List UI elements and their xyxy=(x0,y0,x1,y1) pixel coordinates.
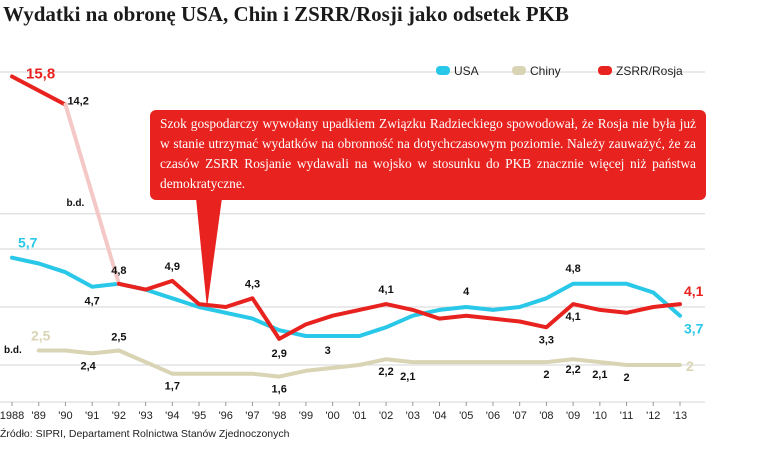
data-label: 2 xyxy=(623,372,629,384)
x-tick-label: '02 xyxy=(379,410,393,422)
x-tick-label: '08 xyxy=(539,410,553,422)
x-tick-label: '93 xyxy=(138,410,152,422)
legend-swatch xyxy=(512,66,526,75)
series-line-chiny xyxy=(36,348,682,379)
legend-label: Chiny xyxy=(530,64,561,78)
x-tick-label: '06 xyxy=(486,410,500,422)
legend-swatch xyxy=(436,66,450,75)
x-tick-label: '92 xyxy=(112,410,126,422)
x-tick-label: '11 xyxy=(620,410,634,422)
data-label: 2,4 xyxy=(81,360,97,372)
data-label: 4,9 xyxy=(165,261,180,273)
x-axis: 1988 '89 '90 '91 '92 '93 '94 '95 '96 '97 '98 '99 '00… xyxy=(0,402,687,422)
data-label: b.d. xyxy=(4,345,22,356)
data-label: 2,2 xyxy=(565,364,580,376)
x-tick-label: '94 xyxy=(165,410,179,422)
annotation-callout: Szok gospodarczy wywołany upadkiem Związ… xyxy=(150,110,706,200)
x-tick-label: '98 xyxy=(272,410,286,422)
x-tick-label: '07 xyxy=(513,410,527,422)
data-label: 4,7 xyxy=(85,296,100,308)
x-tick-label: '03 xyxy=(406,410,420,422)
legend-swatch xyxy=(598,66,612,75)
series-line-zsrr xyxy=(10,74,68,107)
data-label: 4 xyxy=(463,286,470,298)
chart-title: Wydatki na obronę USA, Chin i ZSRR/Rosji… xyxy=(3,2,569,26)
data-label: 2,1 xyxy=(592,369,607,381)
data-label: 2,5 xyxy=(31,328,51,344)
x-tick-label: '90 xyxy=(58,410,72,422)
data-label: 3,7 xyxy=(684,321,704,337)
x-tick-label: '04 xyxy=(432,410,446,422)
x-tick-label: '01 xyxy=(352,410,366,422)
data-label: 5,7 xyxy=(18,235,38,251)
x-tick-label: '89 xyxy=(32,410,46,422)
data-label: 3 xyxy=(325,345,331,357)
legend-label: ZSRR/Rosja xyxy=(616,64,683,78)
x-tick-label: 1988 xyxy=(0,410,24,422)
x-tick-label: '09 xyxy=(566,410,580,422)
source-note: Źródło: SIPRI, Departament Rolnictwa Sta… xyxy=(0,428,290,440)
data-label: 2 xyxy=(543,369,549,381)
data-label: 2,5 xyxy=(111,332,126,344)
data-label: 3,3 xyxy=(539,334,554,346)
data-label: 4,3 xyxy=(245,278,260,290)
data-label: 4,8 xyxy=(111,265,126,277)
data-label: 2,9 xyxy=(272,348,287,360)
x-tick-label: '12 xyxy=(646,410,660,422)
x-tick-label: '95 xyxy=(192,410,206,422)
legend-label: USA xyxy=(454,64,479,78)
data-label: 2 xyxy=(686,358,694,374)
data-label: 2,2 xyxy=(378,366,393,378)
data-label: 15,8 xyxy=(26,66,55,83)
data-label: 4,1 xyxy=(565,311,580,323)
data-label: 1,7 xyxy=(165,381,180,393)
data-labels: 15,8 14,2 b.d. 5,7 4,7 4,8 4,9 4,3 2,9 3 4,1 4 4,8 4,… xyxy=(4,66,704,396)
data-label: 4,1 xyxy=(684,283,704,299)
x-tick-label: '13 xyxy=(673,410,687,422)
data-label: b.d. xyxy=(67,198,85,209)
data-label: 2,1 xyxy=(400,371,415,383)
x-tick-label: '91 xyxy=(85,410,99,422)
x-tick-label: '00 xyxy=(325,410,339,422)
x-tick-label: '96 xyxy=(219,410,233,422)
x-tick-label: '05 xyxy=(459,410,473,422)
data-label: 4,8 xyxy=(565,263,580,275)
series-line-zsrr-gap xyxy=(63,102,121,286)
legend: USA Chiny ZSRR/Rosja xyxy=(436,64,683,78)
gridlines xyxy=(0,71,705,403)
x-tick-label: '97 xyxy=(245,410,259,422)
chart-canvas: 1988 '89 '90 '91 '92 '93 '94 '95 '96 '97 '98 '99 '00… xyxy=(0,64,705,422)
x-tick-label: '10 xyxy=(593,410,607,422)
annotation-text: Szok gospodarczy wywołany upadkiem Związ… xyxy=(160,116,696,191)
data-label: 4,1 xyxy=(378,284,393,296)
data-label: 14,2 xyxy=(67,96,88,108)
x-tick-label: '99 xyxy=(299,410,313,422)
data-label: 1,6 xyxy=(272,384,287,396)
